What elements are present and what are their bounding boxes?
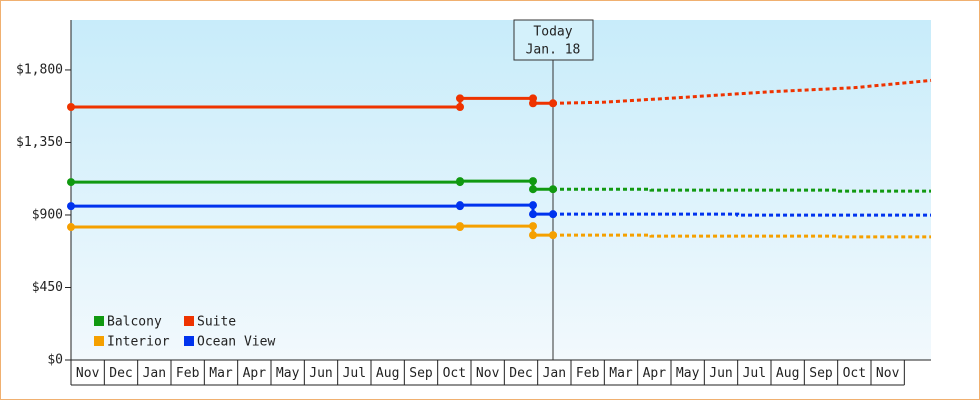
- point: [549, 210, 557, 219]
- x-tick-label: Dec: [509, 366, 532, 381]
- point: [456, 177, 464, 186]
- point: [456, 222, 464, 231]
- legend-swatch: [94, 316, 104, 326]
- forecast-line: [553, 233, 931, 239]
- y-tick-label: $0: [47, 353, 63, 368]
- x-tick-label: Jan: [143, 366, 166, 381]
- point: [67, 103, 75, 112]
- point: [529, 99, 537, 108]
- y-tick-label: $900: [32, 207, 63, 222]
- legend-label: Ocean View: [197, 335, 275, 350]
- x-tick-label: Apr: [243, 366, 267, 381]
- x-tick-label: Jun: [709, 366, 732, 381]
- today-box: [513, 19, 594, 61]
- legend-swatch: [94, 336, 104, 346]
- point: [549, 231, 557, 240]
- x-tick-label: May: [676, 366, 700, 381]
- point: [529, 231, 537, 240]
- legend-label: Balcony: [107, 315, 162, 330]
- forecast-line: [553, 212, 931, 217]
- point: [529, 201, 537, 210]
- x-tick-label: Mar: [609, 366, 633, 381]
- y-tick-label: $450: [32, 280, 63, 295]
- x-tick-label: Apr: [643, 366, 667, 381]
- today-date: Jan. 18: [526, 43, 581, 58]
- x-tick-label: Dec: [109, 366, 132, 381]
- point: [456, 94, 464, 103]
- x-tick-label: Oct: [443, 366, 466, 381]
- point: [67, 178, 75, 187]
- point: [549, 185, 557, 194]
- point: [529, 210, 537, 219]
- x-tick-label: Jul: [743, 366, 766, 381]
- point: [549, 99, 557, 108]
- point: [529, 185, 537, 194]
- y-tick-label: $1,350: [16, 135, 63, 150]
- forecast-line: [553, 187, 931, 193]
- point: [67, 223, 75, 232]
- x-tick-label: May: [276, 366, 300, 381]
- x-tick-label: Aug: [376, 366, 399, 381]
- x-tick-label: Nov: [876, 366, 900, 381]
- x-tick-label: Sep: [409, 366, 433, 381]
- legend-swatch: [184, 316, 194, 326]
- x-tick-label: Feb: [176, 366, 200, 381]
- x-tick-label: Sep: [809, 366, 833, 381]
- legend-label: Suite: [197, 315, 236, 330]
- x-tick-label: Jan: [543, 366, 566, 381]
- y-tick-label: $1,800: [16, 62, 63, 77]
- forecast-line: [552, 78, 932, 105]
- today-label: Today: [533, 25, 572, 40]
- point: [529, 222, 537, 231]
- point: [67, 202, 75, 211]
- x-tick-label: Mar: [209, 366, 233, 381]
- x-tick-label: Nov: [76, 366, 100, 381]
- x-tick-label: Nov: [476, 366, 500, 381]
- point: [456, 201, 464, 210]
- x-tick-label: Feb: [576, 366, 600, 381]
- point: [456, 103, 464, 112]
- x-tick-label: Aug: [776, 366, 799, 381]
- plot-background: [71, 20, 931, 360]
- x-tick-label: Jul: [343, 366, 366, 381]
- legend-swatch: [184, 336, 194, 346]
- point: [529, 177, 537, 186]
- x-tick-label: Jun: [309, 366, 332, 381]
- x-tick-label: Oct: [843, 366, 866, 381]
- legend-label: Interior: [107, 335, 170, 350]
